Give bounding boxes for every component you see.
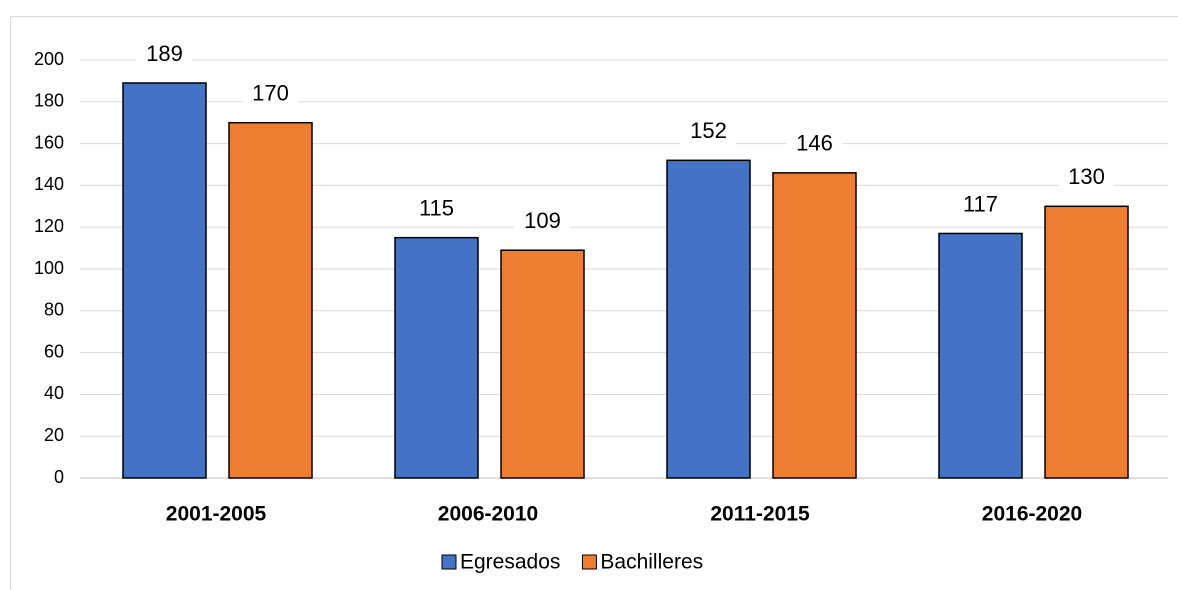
- data-label-bg: [242, 80, 299, 109]
- y-tick-label: 40: [44, 383, 64, 403]
- y-tick-label: 80: [44, 300, 64, 320]
- data-label: 170: [252, 81, 289, 106]
- y-tick-label: 0: [54, 467, 64, 487]
- bar: [122, 82, 207, 479]
- bar: [1044, 205, 1129, 479]
- x-tick-label: 2016-2020: [982, 503, 1082, 526]
- data-label: 117: [963, 191, 998, 216]
- data-label: 109: [524, 208, 561, 233]
- bar: [500, 249, 585, 479]
- y-tick-label: 180: [34, 91, 64, 111]
- y-tick-label: 20: [44, 425, 64, 445]
- y-tick-label: 140: [34, 174, 64, 194]
- chart-border: [10, 16, 1178, 590]
- y-tick-label: 120: [34, 216, 64, 236]
- data-label: 152: [690, 118, 727, 143]
- x-tick-label: 2011-2015: [710, 503, 810, 526]
- data-label-bg: [1058, 164, 1115, 193]
- bar: [666, 159, 751, 479]
- legend-label: Bachilleres: [600, 551, 703, 574]
- data-label-bg: [514, 208, 571, 237]
- bar: [772, 172, 857, 479]
- data-label-bg: [408, 195, 465, 224]
- bar: [228, 121, 313, 479]
- data-label: 115: [419, 195, 454, 220]
- legend-swatch: [441, 554, 457, 570]
- bar: [938, 232, 1023, 479]
- data-label-bg: [680, 118, 737, 147]
- y-tick-label: 160: [34, 132, 64, 152]
- legend-label: Egresados: [460, 551, 560, 574]
- data-label: 146: [796, 131, 833, 156]
- bar: [394, 236, 479, 479]
- x-tick-label: 2001-2005: [166, 503, 267, 526]
- data-label: 189: [146, 41, 183, 66]
- y-tick-label: 200: [34, 49, 64, 69]
- y-tick-label: 100: [34, 258, 64, 278]
- y-tick-label: 60: [44, 341, 64, 361]
- data-label-bg: [786, 130, 843, 159]
- legend-swatch: [581, 554, 597, 570]
- data-label-bg: [136, 40, 193, 69]
- data-label-bg: [952, 191, 1009, 220]
- data-label: 130: [1068, 164, 1105, 189]
- x-tick-label: 2006-2010: [438, 503, 538, 526]
